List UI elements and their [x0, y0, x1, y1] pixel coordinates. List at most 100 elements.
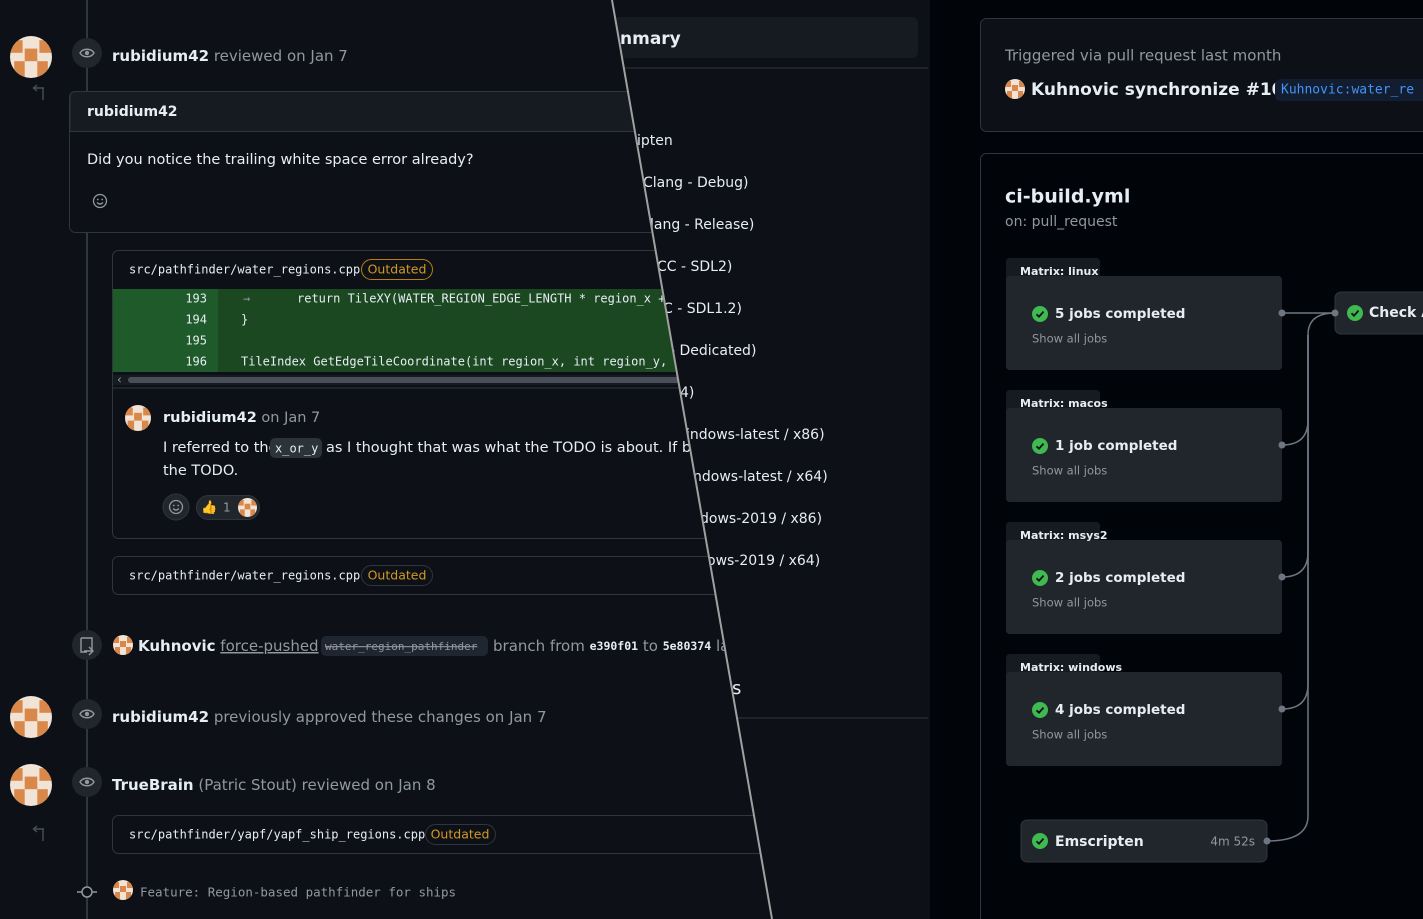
reply-body: I referred to the	[163, 440, 278, 456]
matrix-label: Matrix: linux	[1020, 265, 1098, 278]
job-item[interactable]: lang - Release)	[650, 217, 754, 233]
success-icon	[1032, 570, 1048, 586]
success-icon	[1032, 833, 1048, 849]
action: reviewed on Jan 8	[302, 776, 436, 794]
job-item[interactable]: C - SDL1.2)	[663, 301, 742, 317]
matrix-status[interactable]: 4 jobs completed	[1055, 702, 1185, 718]
commit-icon	[81, 886, 93, 898]
matrix-box	[1006, 276, 1282, 370]
matrix-status[interactable]: 2 jobs completed	[1055, 570, 1185, 586]
show-jobs-link[interactable]: Show all jobs	[1032, 728, 1107, 742]
success-icon	[1032, 702, 1048, 718]
actor[interactable]: Kuhnovic	[1031, 80, 1119, 100]
trigger-actor: Kuhnovic synchronize #10543	[1031, 80, 1319, 100]
sha[interactable]: 5e80374	[663, 639, 712, 653]
reaction-count[interactable]: 1	[223, 501, 231, 515]
avatar[interactable]	[1005, 79, 1025, 99]
matrix-group: Matrix: macos 1 job completed Show all job…	[1006, 390, 1286, 502]
avatar[interactable]	[238, 498, 257, 517]
avatar[interactable]	[10, 764, 52, 806]
text: to	[643, 637, 658, 655]
author[interactable]: rubidium42	[112, 708, 209, 726]
date[interactable]: on Jan 7	[261, 410, 320, 426]
inline-code: x_or_y	[275, 442, 318, 456]
avatar[interactable]	[125, 405, 151, 431]
reaction-button[interactable]	[162, 493, 190, 521]
code-line: }	[241, 313, 248, 327]
line-number: 194	[185, 313, 207, 327]
pr-timeline: rubidium42 reviewed on Jan 7 rubidium42 …	[0, 0, 772, 919]
scroll-arrow[interactable]: ‹	[117, 373, 122, 387]
reply-body: as I thought that was what the TODO is a…	[326, 440, 728, 456]
branch-badge[interactable]	[1275, 79, 1423, 101]
badge-text: Outdated	[368, 262, 427, 277]
avatar[interactable]	[10, 36, 52, 78]
avatar[interactable]	[113, 635, 133, 655]
reply-icon	[32, 825, 44, 841]
event-text: rubidium42 previously approved these cha…	[112, 708, 547, 726]
comment-author[interactable]: rubidium42	[87, 104, 178, 120]
job-item[interactable]: ipten	[637, 133, 673, 149]
review-thread	[112, 556, 772, 595]
job-item[interactable]: 4)	[680, 385, 694, 401]
workflow-summary: Triggered via pull request last month Ku…	[980, 18, 1423, 919]
comment-header	[69, 91, 772, 132]
matrix-box	[1006, 408, 1282, 502]
event[interactable]: synchronize #10543	[1125, 80, 1319, 100]
success-icon	[1032, 306, 1048, 322]
success-icon	[1032, 438, 1048, 454]
avatar[interactable]	[10, 696, 52, 738]
badge-text: Outdated	[368, 568, 427, 583]
push-icon	[80, 637, 94, 656]
check-job-name[interactable]: Check Ar	[1369, 305, 1423, 321]
line-number: 193	[185, 292, 207, 306]
matrix-status[interactable]: 1 job completed	[1055, 438, 1177, 454]
avatar[interactable]	[113, 880, 133, 900]
graph-edges	[1266, 312, 1336, 842]
matrix-status[interactable]: 5 jobs completed	[1055, 306, 1185, 322]
job-item[interactable]: - Dedicated)	[670, 343, 756, 359]
job-item[interactable]: s	[732, 678, 741, 699]
job-duration: 4m 52s	[1210, 835, 1255, 849]
trigger-text: Triggered via pull request last month	[1004, 47, 1281, 65]
outdated-badge	[361, 259, 433, 280]
job-name[interactable]: Emscripten	[1055, 834, 1144, 850]
reaction-emoji[interactable]: 👍	[201, 500, 217, 516]
text: branch from	[493, 637, 585, 655]
split-divider	[611, 0, 773, 919]
author[interactable]: rubidium42	[112, 47, 209, 65]
commit-message[interactable]: Feature: Region-based pathfinder for shi…	[140, 885, 456, 900]
review-thread	[112, 815, 772, 854]
author[interactable]: TrueBrain	[112, 776, 194, 794]
file-path[interactable]: src/pathfinder/water_regions.cpp	[129, 569, 360, 583]
branch-name[interactable]: Kuhnovic:water_re	[1281, 83, 1414, 98]
action[interactable]: force-pushed	[220, 637, 318, 655]
scrollbar-thumb[interactable]	[128, 377, 768, 383]
job-item[interactable]: dows-2019 / x86)	[700, 511, 822, 527]
summary-tab[interactable]	[560, 17, 918, 58]
job-item[interactable]: indows-latest / x86)	[686, 427, 825, 443]
job-item[interactable]: CC - SDL2)	[657, 259, 732, 275]
action: reviewed on Jan 7	[214, 47, 348, 65]
author[interactable]: Kuhnovic	[138, 637, 216, 655]
line-number: 196	[185, 355, 207, 369]
text: I referred to the	[163, 440, 278, 456]
job-item[interactable]: ndows-latest / x64)	[693, 469, 828, 485]
line-number: 195	[185, 334, 207, 348]
trigger-card	[980, 18, 1423, 132]
badge-text: Outdated	[431, 827, 490, 842]
event-badge	[72, 630, 102, 660]
show-jobs-link[interactable]: Show all jobs	[1032, 596, 1107, 610]
author[interactable]: rubidium42	[163, 410, 257, 426]
show-jobs-link[interactable]: Show all jobs	[1032, 464, 1107, 478]
code-line: return TileXY(WATER_REGION_EDGE_LENGTH *…	[297, 292, 665, 306]
job-item[interactable]: ows-2019 / x64)	[707, 553, 820, 569]
branch-name[interactable]: water_region_pathfinder	[325, 640, 478, 653]
summary-heading[interactable]: nmary	[620, 29, 681, 49]
matrix-group: Matrix: windows 4 jobs completed Show all …	[1006, 654, 1286, 766]
job-item[interactable]: Clang - Debug)	[643, 175, 748, 191]
file-path[interactable]: src/pathfinder/yapf/yapf_ship_regions.cp…	[129, 828, 425, 842]
sha[interactable]: e390f01	[590, 639, 639, 653]
show-jobs-link[interactable]: Show all jobs	[1032, 332, 1107, 346]
file-path[interactable]: src/pathfinder/water_regions.cpp	[129, 263, 360, 277]
